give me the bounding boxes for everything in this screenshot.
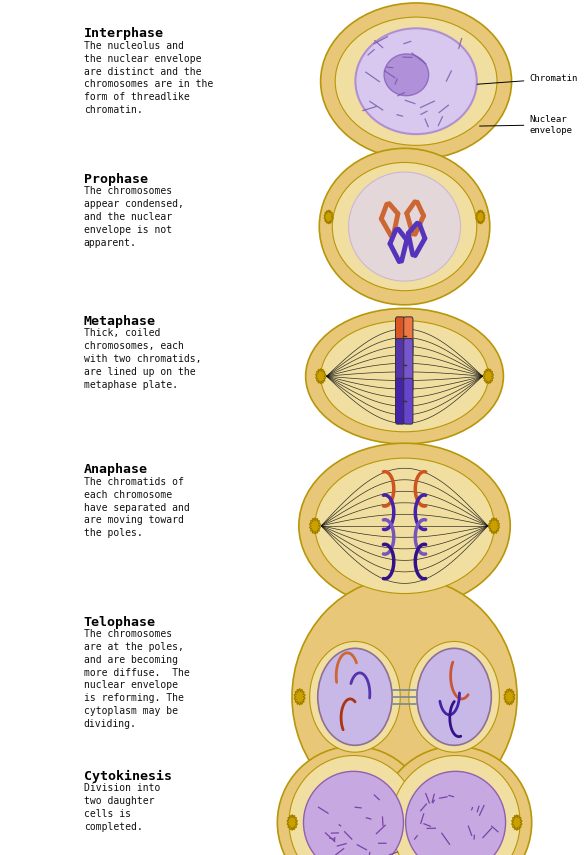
Polygon shape [287, 815, 297, 830]
Text: Nucleolus: Nucleolus [0, 854, 1, 855]
Ellipse shape [318, 648, 392, 746]
Ellipse shape [289, 756, 418, 855]
Ellipse shape [409, 641, 499, 752]
Ellipse shape [384, 54, 429, 96]
Polygon shape [295, 689, 305, 705]
FancyBboxPatch shape [396, 317, 405, 356]
FancyBboxPatch shape [396, 339, 405, 392]
Text: Division into
two daughter
cells is
completed.: Division into two daughter cells is comp… [84, 783, 160, 832]
Ellipse shape [391, 756, 520, 855]
Text: Anaphase: Anaphase [84, 463, 148, 476]
Ellipse shape [299, 443, 510, 609]
Ellipse shape [335, 17, 497, 145]
Text: Prophase: Prophase [84, 173, 148, 186]
Ellipse shape [303, 771, 403, 855]
Text: The chromosomes
are at the poles,
and are becoming
more diffuse.  The
nuclear en: The chromosomes are at the poles, and ar… [84, 629, 189, 728]
Polygon shape [324, 210, 333, 224]
Ellipse shape [379, 746, 532, 855]
Ellipse shape [315, 458, 494, 593]
Ellipse shape [406, 771, 506, 855]
Text: Metaphase: Metaphase [84, 315, 156, 327]
Ellipse shape [355, 28, 477, 134]
Ellipse shape [332, 162, 477, 291]
FancyBboxPatch shape [404, 378, 413, 424]
Polygon shape [476, 210, 485, 224]
FancyBboxPatch shape [404, 317, 413, 356]
Ellipse shape [417, 648, 492, 746]
Text: The nucleolus and
the nuclear envelope
are distinct and the
chromosomes are in t: The nucleolus and the nuclear envelope a… [84, 41, 213, 115]
Polygon shape [512, 815, 522, 830]
Ellipse shape [320, 3, 512, 160]
Text: Interphase: Interphase [84, 27, 164, 40]
Ellipse shape [278, 746, 430, 855]
Text: Thick, coiled
chromosomes, each
with two chromatids,
are lined up on the
metapha: Thick, coiled chromosomes, each with two… [84, 328, 201, 390]
Ellipse shape [349, 172, 460, 281]
Text: Nuclear
envelope: Nuclear envelope [480, 115, 572, 134]
Text: The chromatids of
each chromosome
have separated and
are moving toward
the poles: The chromatids of each chromosome have s… [84, 477, 189, 539]
Text: Chromatin: Chromatin [477, 74, 578, 85]
Ellipse shape [320, 321, 488, 432]
Ellipse shape [319, 149, 490, 304]
Polygon shape [504, 689, 514, 705]
Polygon shape [316, 369, 326, 384]
Ellipse shape [306, 309, 503, 444]
Text: The chromosomes
appear condensed,
and the nuclear
envelope is not
apparent.: The chromosomes appear condensed, and th… [84, 186, 183, 248]
Ellipse shape [310, 641, 400, 752]
Polygon shape [483, 369, 493, 384]
Polygon shape [310, 518, 320, 534]
FancyBboxPatch shape [396, 378, 405, 424]
Ellipse shape [292, 577, 517, 817]
Text: Telophase: Telophase [84, 616, 156, 628]
Text: Cytokinesis: Cytokinesis [84, 770, 172, 782]
FancyBboxPatch shape [404, 339, 413, 392]
Polygon shape [489, 518, 499, 534]
